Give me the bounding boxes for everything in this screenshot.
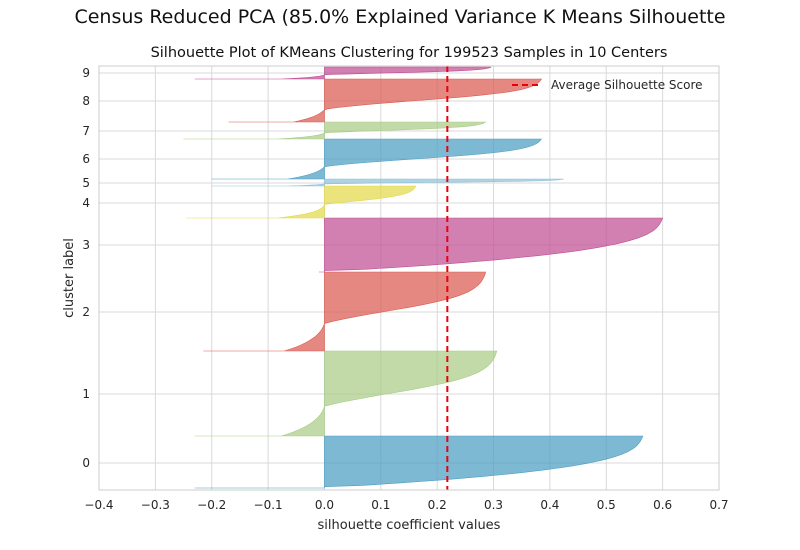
cluster-4-silhouette bbox=[186, 185, 417, 219]
cluster-5-silhouette bbox=[211, 178, 564, 187]
y-tick-label: 1 bbox=[82, 387, 90, 401]
cluster-silhouettes bbox=[183, 66, 664, 489]
cluster-9-silhouette bbox=[194, 66, 492, 80]
y-tick-label: 3 bbox=[82, 238, 90, 252]
cluster-3-silhouette bbox=[318, 217, 664, 273]
x-tick-label: 0.3 bbox=[484, 498, 503, 512]
chart-title: Silhouette Plot of KMeans Clustering for… bbox=[151, 45, 668, 61]
y-tick-label: 7 bbox=[82, 124, 90, 138]
cluster-6-silhouette bbox=[211, 138, 542, 180]
x-tick-label: 0.2 bbox=[428, 498, 447, 512]
x-tick-label: −0.1 bbox=[254, 498, 283, 512]
y-tick-label: 5 bbox=[82, 176, 90, 190]
figure-suptitle: Census Reduced PCA (85.0% Explained Vari… bbox=[74, 6, 726, 28]
y-tick-labels: 0 1 2 3 4 5 6 7 8 9 bbox=[82, 66, 90, 470]
y-tick-label: 8 bbox=[82, 94, 90, 108]
x-tick-label: 0.6 bbox=[653, 498, 672, 512]
x-tick-label: 0.5 bbox=[597, 498, 616, 512]
cluster-7-silhouette bbox=[183, 121, 487, 140]
x-tick-label: 0.4 bbox=[540, 498, 559, 512]
cluster-1-silhouette bbox=[194, 350, 498, 437]
y-tick-label: 0 bbox=[82, 456, 90, 470]
cluster-0-silhouette bbox=[194, 435, 644, 489]
x-tick-labels: −0.4 −0.3 −0.2 −0.1 0.0 0.1 0.2 0.3 0.4 0.5 0.6 0.7 bbox=[84, 498, 728, 512]
x-tick-label: 0.7 bbox=[709, 498, 728, 512]
y-tick-label: 4 bbox=[82, 196, 90, 210]
plot-frame bbox=[98, 65, 720, 491]
x-tick-label: 0.0 bbox=[315, 498, 334, 512]
x-tick-label: −0.4 bbox=[84, 498, 113, 512]
y-tick-label: 9 bbox=[82, 66, 90, 80]
x-tick-label: 0.1 bbox=[371, 498, 390, 512]
legend-label: Average Silhouette Score bbox=[551, 78, 703, 92]
x-axis-label: silhouette coefficient values bbox=[318, 518, 501, 533]
legend: Average Silhouette Score bbox=[512, 78, 703, 92]
y-axis-label: cluster label bbox=[62, 238, 77, 318]
x-tick-label: −0.2 bbox=[197, 498, 226, 512]
y-tick-label: 6 bbox=[82, 152, 90, 166]
y-tick-label: 2 bbox=[82, 305, 90, 319]
x-tick-label: −0.3 bbox=[141, 498, 170, 512]
cluster-2-silhouette bbox=[203, 271, 486, 352]
